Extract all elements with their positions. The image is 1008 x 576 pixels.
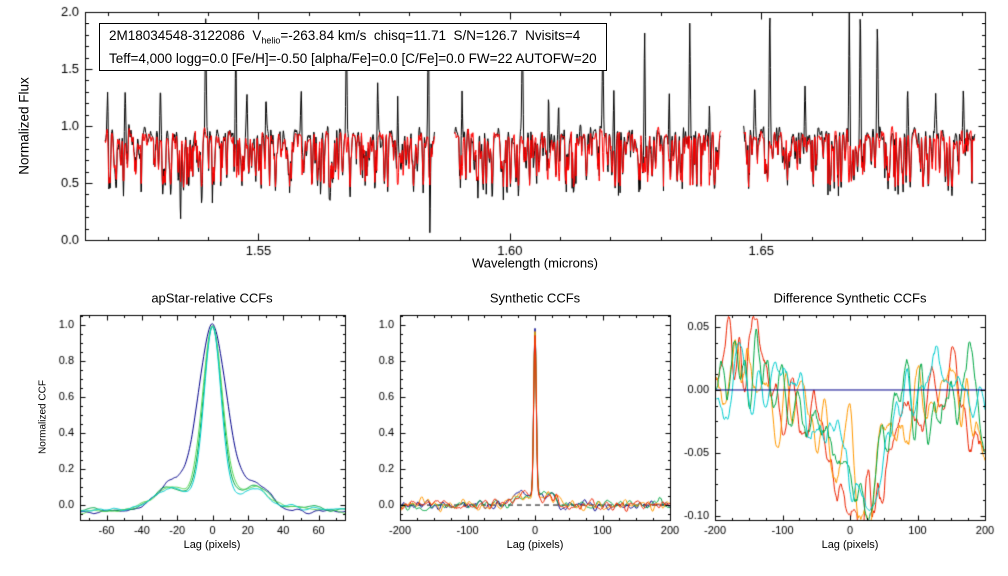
spectrum-y-axis-label: Normalized Flux: [16, 77, 32, 175]
apstar-ccf-panel-title: apStar-relative CCFs: [151, 290, 273, 306]
annotation-star-id-and-vhelio-prefix: 2M18034548-3122086 V: [109, 28, 262, 43]
vhelio-subscript: helio: [261, 35, 281, 46]
synthetic-ccf-x-axis-label: Lag (pixels): [506, 539, 564, 551]
difference-ccf-panel-title: Difference Synthetic CCFs: [773, 290, 927, 306]
synthetic-ccf-panel-title: Synthetic CCFs: [489, 290, 581, 306]
fit-parameters-annotation: 2M18034548-3122086 Vhelio=-263.84 km/s c…: [99, 23, 607, 71]
annotation-line-2: Teff=4,000 logg=0.0 [Fe/H]=-0.50 [alpha/…: [109, 50, 597, 66]
difference-ccf-x-axis-label: Lag (pixels): [821, 539, 879, 551]
apstar-ccf-x-axis-label: Lag (pixels): [183, 539, 241, 551]
spectrum-x-axis-label: Wavelength (microns): [472, 255, 598, 271]
apstar-ccf-y-axis-label: Normalized CCF: [37, 380, 49, 454]
annotation-line-1: 2M18034548-3122086 Vhelio=-263.84 km/s c…: [109, 27, 597, 50]
annotation-velocity-stats: =-263.84 km/s chisq=11.71 S/N=126.7 Nvis…: [280, 28, 581, 43]
